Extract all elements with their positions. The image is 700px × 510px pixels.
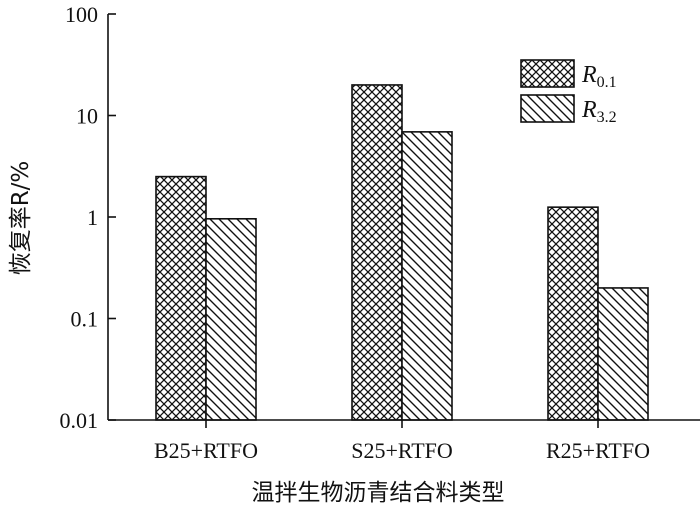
x-axis-ticks: B25+RTFO S25+RTFO R25+RTFO bbox=[154, 420, 650, 463]
x-tick-label: B25+RTFO bbox=[154, 438, 258, 463]
legend-swatch-series-2 bbox=[520, 94, 575, 123]
y-tick-label: 10 bbox=[76, 104, 98, 129]
y-tick-label: 100 bbox=[65, 2, 98, 27]
x-tick-label: S25+RTFO bbox=[351, 438, 453, 463]
bar-r25-rtfo-series-2 bbox=[597, 287, 649, 421]
y-tick-label: 1 bbox=[87, 205, 98, 230]
y-tick-label: 0.01 bbox=[60, 408, 99, 433]
x-tick-label: R25+RTFO bbox=[546, 438, 650, 463]
legend: R0.1R3.2 bbox=[520, 59, 617, 126]
x-axis-title: 温拌生物沥青结合料类型 bbox=[252, 480, 505, 506]
y-axis-title: 恢复率R/% bbox=[8, 161, 34, 276]
bar-r25-rtfo-series-1 bbox=[547, 206, 599, 421]
legend-label-series-2: R3.2 bbox=[581, 97, 617, 126]
bar-b25-rtfo-series-2 bbox=[205, 217, 257, 421]
legend-label-subscript: 3.2 bbox=[597, 109, 617, 126]
legend-label-subscript: 0.1 bbox=[597, 74, 617, 91]
y-tick-label: 0.1 bbox=[71, 307, 99, 332]
bar-s25-rtfo-series-1 bbox=[351, 84, 403, 421]
bar-s25-rtfo-series-2 bbox=[401, 131, 453, 421]
y-axis-ticks: 0.01 0.1 1 10 100 bbox=[60, 2, 116, 433]
legend-label-main: R bbox=[581, 62, 597, 88]
legend-swatch-series-1 bbox=[520, 59, 575, 88]
bar-b25-rtfo-series-1 bbox=[155, 175, 207, 421]
bars-group bbox=[155, 84, 649, 421]
plot-area: 0.01 0.1 1 10 100 B25+RTFO S25+RTFO R25+RTFO bbox=[60, 2, 700, 463]
legend-label-series-1: R0.1 bbox=[581, 62, 617, 91]
legend-label-main: R bbox=[581, 97, 597, 123]
